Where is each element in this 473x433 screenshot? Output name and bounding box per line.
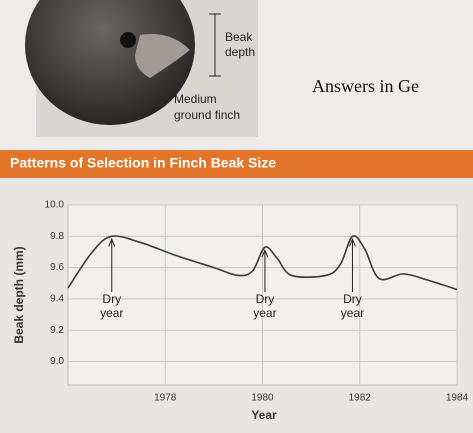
annotation-text: Dry	[102, 292, 121, 306]
y-tick-label: 9.2	[50, 325, 64, 336]
annotation-text: year	[100, 306, 123, 320]
x-tick-label: 1978	[154, 393, 177, 404]
finch-eye	[120, 32, 136, 48]
y-tick-label: 9.8	[50, 231, 64, 242]
x-tick-label: 1982	[349, 393, 372, 404]
y-tick-label: 10.0	[45, 200, 65, 211]
species-label: ground finch	[174, 108, 240, 122]
page: Beak depth Medium ground finch Answers i…	[0, 0, 473, 433]
y-tick-label: 9.4	[50, 294, 64, 305]
annotation-text: year	[253, 306, 276, 320]
annotation-text: year	[341, 306, 364, 320]
x-axis-label: Year	[251, 408, 277, 422]
y-tick-label: 9.6	[50, 262, 64, 273]
x-tick-label: 1984	[446, 393, 469, 404]
beak-label: depth	[225, 45, 255, 59]
y-axis-label: Beak depth (mm)	[12, 246, 26, 343]
x-tick-label: 1980	[251, 393, 274, 404]
page-text: Answers in Ge	[312, 76, 419, 96]
annotation-text: Dry	[256, 292, 275, 306]
annotation-text: Dry	[343, 292, 362, 306]
y-tick-label: 9.0	[50, 356, 64, 367]
species-label: Medium	[174, 92, 217, 106]
chart-title: Patterns of Selection in Finch Beak Size	[10, 155, 276, 171]
page-canvas: Beak depth Medium ground finch Answers i…	[0, 0, 473, 433]
beak-label: Beak	[225, 30, 253, 44]
